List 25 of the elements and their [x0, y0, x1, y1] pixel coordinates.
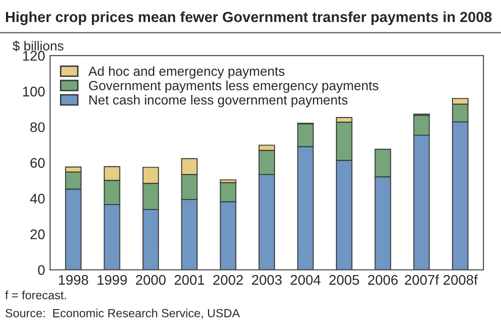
x-tick-label: 1998 [58, 275, 88, 285]
y-tick-label: 20 [30, 229, 45, 240]
x-tick-label: 2007f [404, 274, 439, 285]
x-tick-label: 1999 [98, 275, 127, 285]
y-tick-label: 120 [23, 50, 45, 61]
x-tick-label: 2003 [252, 275, 282, 285]
x-tick-label: 2004 [290, 275, 321, 285]
x-tick-label: 2008f [444, 274, 478, 285]
text: f = forecast. [5, 290, 66, 300]
legend-label: Ad hoc and emergency payments [88, 66, 284, 79]
y-axis-title: $ billions [12, 40, 64, 52]
y-tick-label: 80 [30, 122, 45, 132]
x-tick-label: 2001 [174, 275, 204, 285]
y-tick-label: 0 [38, 265, 45, 275]
y-tick-label: 100 [23, 86, 45, 96]
x-tick-label: 2000 [136, 275, 166, 285]
legend-label: Net cash income less government payments [89, 94, 348, 108]
chart-title: Higher crop prices mean fewer Government transfer payments in 2008 [6, 11, 492, 26]
y-tick-label: 40 [30, 194, 45, 204]
x-tick-label: 2006 [368, 275, 398, 285]
source-note: Source: Economic Research Service, USDA [6, 308, 240, 319]
y-tick-label: 60 [30, 158, 45, 168]
x-tick-label: 2002 [213, 275, 243, 285]
x-tick-label: 2005 [329, 275, 360, 285]
legend-label: Government payments less emergency payments [89, 80, 378, 93]
